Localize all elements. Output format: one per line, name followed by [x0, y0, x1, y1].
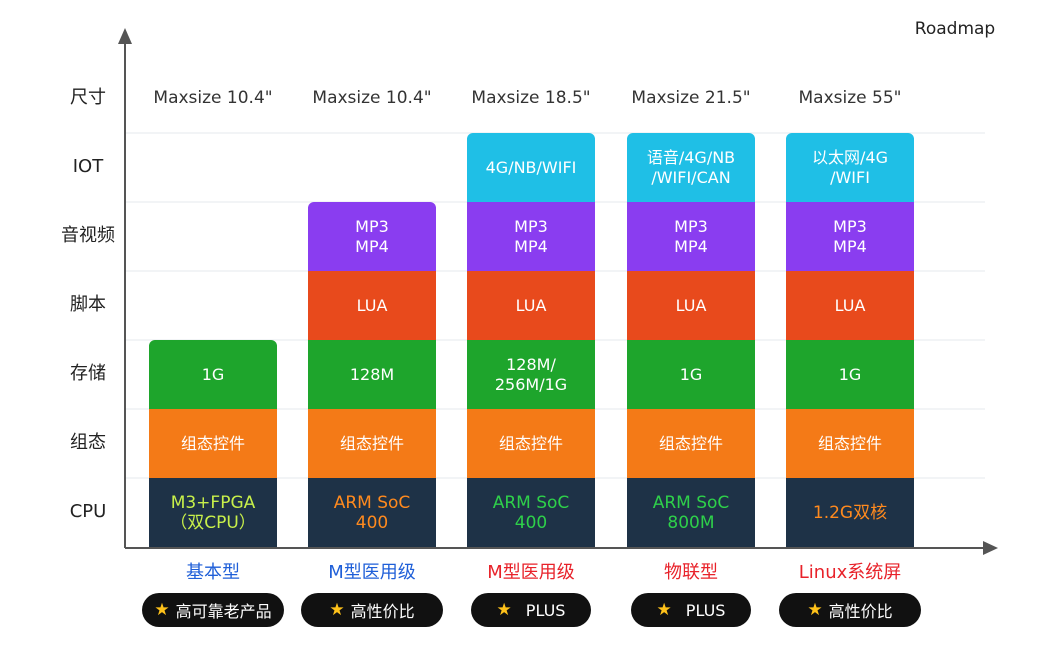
row-label: CPU	[69, 501, 107, 522]
cell-av: MP3 MP4	[786, 202, 914, 271]
badge-label: PLUS	[525, 600, 566, 620]
cell-config: 组态控件	[627, 409, 755, 478]
cell-config: 组态控件	[467, 409, 595, 478]
row-label: 尺寸	[70, 87, 106, 108]
cell-cpu: M3+FPGA （双CPU）	[149, 478, 277, 547]
cell-script: LUA	[308, 271, 436, 340]
cell-config: 组态控件	[149, 409, 277, 478]
size-label: Maxsize 10.4"	[153, 88, 273, 108]
badge-label: PLUS	[685, 600, 726, 620]
row-label: 音视频	[61, 225, 115, 246]
cell-config: 组态控件	[786, 409, 914, 478]
size-label: Maxsize 10.4"	[312, 88, 432, 108]
cell-iot: 4G/NB/WIFI	[467, 133, 595, 202]
size-label: Maxsize 55"	[798, 88, 902, 108]
column-title: 物联型	[664, 562, 718, 583]
cell-cpu: ARM SoC 400	[308, 478, 436, 547]
star-icon: ★	[329, 600, 345, 620]
row-label: 存储	[70, 363, 106, 384]
column-title: M型医用级	[487, 562, 575, 583]
cell-storage: 1G	[786, 340, 914, 409]
star-icon: ★	[807, 600, 823, 620]
cell-script: LUA	[467, 271, 595, 340]
cell-iot: 语音/4G/NB /WIFI/CAN	[627, 133, 755, 202]
row-label: 组态	[70, 432, 106, 453]
tier-badge: ★ 高可靠老产品	[142, 593, 284, 627]
star-icon: ★	[154, 600, 170, 620]
star-icon: ★	[656, 600, 672, 620]
badge-label: 高可靠老产品	[175, 602, 272, 621]
cell-script: LUA	[627, 271, 755, 340]
cell-config: 组态控件	[308, 409, 436, 478]
y-axis-arrow	[118, 28, 132, 44]
tier-badge: ★ 高性价比	[301, 593, 443, 627]
cell-av: MP3 MP4	[467, 202, 595, 271]
cell-av: MP3 MP4	[308, 202, 436, 271]
cell-storage: 1G	[149, 340, 277, 409]
tier-badge: ★ 高性价比	[779, 593, 921, 627]
cell-storage: 1G	[627, 340, 755, 409]
cell-script: LUA	[786, 271, 914, 340]
row-label: IOT	[72, 156, 104, 177]
cell-cpu: ARM SoC 400	[467, 478, 595, 547]
badge-label: 高性价比	[350, 602, 415, 621]
x-axis-arrow	[983, 541, 998, 555]
column-title: Linux系统屏	[798, 562, 902, 583]
roadmap-label: Roadmap	[914, 19, 996, 39]
column-title: 基本型	[186, 562, 240, 583]
tier-badge: ★ PLUS	[631, 593, 751, 627]
cell-cpu: 1.2G双核	[786, 478, 914, 547]
star-icon: ★	[496, 600, 512, 620]
column-title: M型医用级	[328, 562, 416, 583]
row-label: 脚本	[70, 294, 106, 315]
tier-badge: ★ PLUS	[471, 593, 591, 627]
cell-storage: 128M/ 256M/1G	[467, 340, 595, 409]
badge-label: 高性价比	[828, 602, 893, 621]
size-label: Maxsize 18.5"	[471, 88, 591, 108]
size-label: Maxsize 21.5"	[631, 88, 751, 108]
cell-av: MP3 MP4	[627, 202, 755, 271]
cell-iot: 以太网/4G /WIFI	[786, 133, 914, 202]
cell-cpu: ARM SoC 800M	[627, 478, 755, 547]
cell-storage: 128M	[308, 340, 436, 409]
